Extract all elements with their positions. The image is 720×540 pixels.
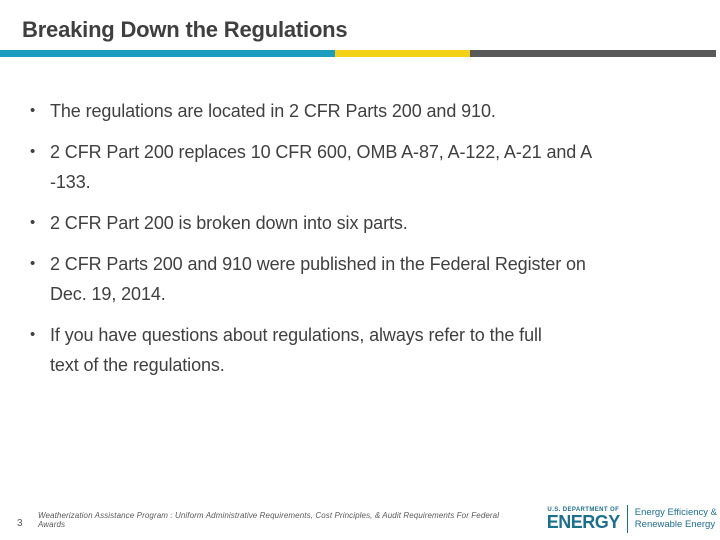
bullet-list: • The regulations are located in 2 CFR P…	[30, 96, 702, 380]
bullet-icon: •	[30, 214, 36, 231]
accent-bar-gray-segment	[470, 50, 716, 57]
list-item: • 2 CFR Part 200 replaces 10 CFR 600, OM…	[30, 137, 702, 197]
eere-office-line1: Energy Efficiency &	[634, 506, 717, 518]
list-item: • 2 CFR Parts 200 and 910 were published…	[30, 249, 702, 309]
bullet-text: 2 CFR Part 200 is broken down into six p…	[50, 213, 408, 233]
title-accent-bar	[0, 50, 716, 57]
bullet-text: The regulations are located in 2 CFR Par…	[50, 101, 496, 121]
slide-body: • The regulations are located in 2 CFR P…	[30, 96, 702, 391]
doe-energy-wordmark: ENERGY	[546, 511, 621, 532]
slide-page-number: 3	[17, 518, 23, 529]
doe-energy-logo: U.S. DEPARTMENT OF ENERGY Energy Efficie…	[547, 505, 717, 533]
bullet-text: If you have questions about regulations,…	[50, 325, 542, 375]
bullet-icon: •	[30, 102, 36, 119]
eere-office-label: Energy Efficiency & Renewable Energy	[628, 507, 717, 532]
list-item: • 2 CFR Part 200 is broken down into six…	[30, 208, 702, 238]
eere-office-line2: Renewable Energy	[634, 519, 716, 530]
bullet-icon: •	[30, 326, 36, 343]
accent-bar-yellow-segment	[335, 50, 470, 57]
accent-bar-blue-segment	[0, 50, 335, 57]
logo-divider	[626, 505, 628, 533]
list-item: • If you have questions about regulation…	[30, 320, 702, 380]
list-item: • The regulations are located in 2 CFR P…	[30, 96, 702, 126]
footer-program-title: Weatherization Assistance Program : Unif…	[38, 511, 500, 529]
page-title: Breaking Down the Regulations	[22, 17, 348, 42]
bullet-text: 2 CFR Part 200 replaces 10 CFR 600, OMB …	[50, 142, 592, 192]
doe-logo-wordmark: U.S. DEPARTMENT OF ENERGY	[547, 507, 627, 532]
bullet-icon: •	[30, 143, 36, 160]
doe-department-label: U.S. DEPARTMENT OF	[547, 506, 620, 513]
bullet-text: 2 CFR Parts 200 and 910 were published i…	[50, 254, 586, 304]
bullet-icon: •	[30, 255, 36, 272]
